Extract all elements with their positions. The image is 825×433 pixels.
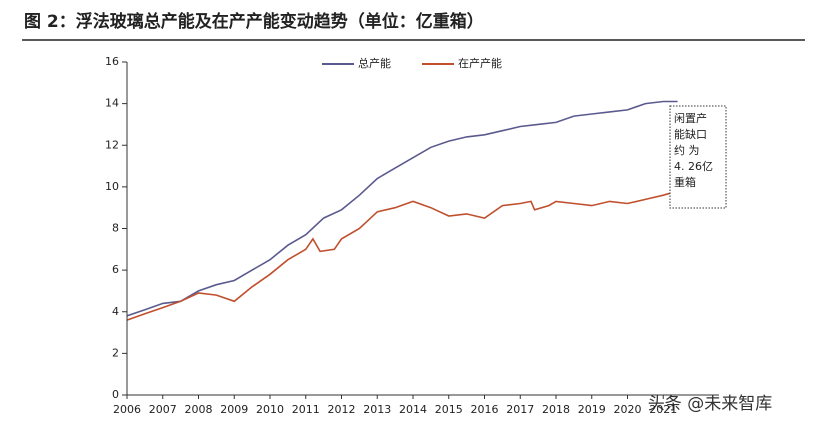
x-tick-label: 2010 xyxy=(256,403,284,416)
x-tick-label: 2012 xyxy=(328,403,356,416)
y-tick-label: 8 xyxy=(112,222,119,235)
annotation-text: 重箱 xyxy=(674,175,696,189)
series-line xyxy=(126,100,678,317)
y-tick-label: 4 xyxy=(112,305,119,318)
y-tick-label: 6 xyxy=(112,263,119,276)
x-tick-label: 2011 xyxy=(292,403,320,416)
x-tick-label: 2018 xyxy=(542,403,570,416)
x-tick-label: 2020 xyxy=(614,403,642,416)
series-line xyxy=(126,190,678,321)
x-tick-label: 2019 xyxy=(578,403,606,416)
annotation-text: 能缺口 xyxy=(674,127,707,141)
x-tick-label: 2006 xyxy=(113,403,141,416)
x-tick-label: 2017 xyxy=(506,403,534,416)
x-tick-label: 2007 xyxy=(149,403,177,416)
legend-label: 总产能 xyxy=(358,56,391,70)
watermark: 头条 @未来智库 xyxy=(648,394,772,414)
annotation-text: 约 为 xyxy=(674,144,700,157)
legend-label: 在产产能 xyxy=(458,56,502,70)
y-tick-label: 0 xyxy=(112,388,119,401)
x-tick-label: 2021 xyxy=(649,403,677,416)
y-tick-label: 14 xyxy=(105,97,119,110)
y-tick-label: 10 xyxy=(105,180,119,193)
x-tick-label: 2013 xyxy=(363,403,391,416)
x-tick-label: 2014 xyxy=(399,403,427,416)
annotation-text: 4. 26亿 xyxy=(674,160,713,173)
x-tick-label: 2009 xyxy=(220,403,248,416)
annotation-text: 闲置产 xyxy=(674,111,707,125)
y-tick-label: 12 xyxy=(105,138,119,151)
x-tick-label: 2008 xyxy=(185,403,213,416)
y-tick-label: 2 xyxy=(112,346,119,359)
annotation-box xyxy=(669,105,727,209)
x-tick-label: 2016 xyxy=(471,403,499,416)
chart-title: 图 2：浮法玻璃总产能及在产产能变动趋势（单位：亿重箱） xyxy=(24,11,484,32)
x-tick-label: 2015 xyxy=(435,403,463,416)
y-tick-label: 16 xyxy=(105,55,119,68)
